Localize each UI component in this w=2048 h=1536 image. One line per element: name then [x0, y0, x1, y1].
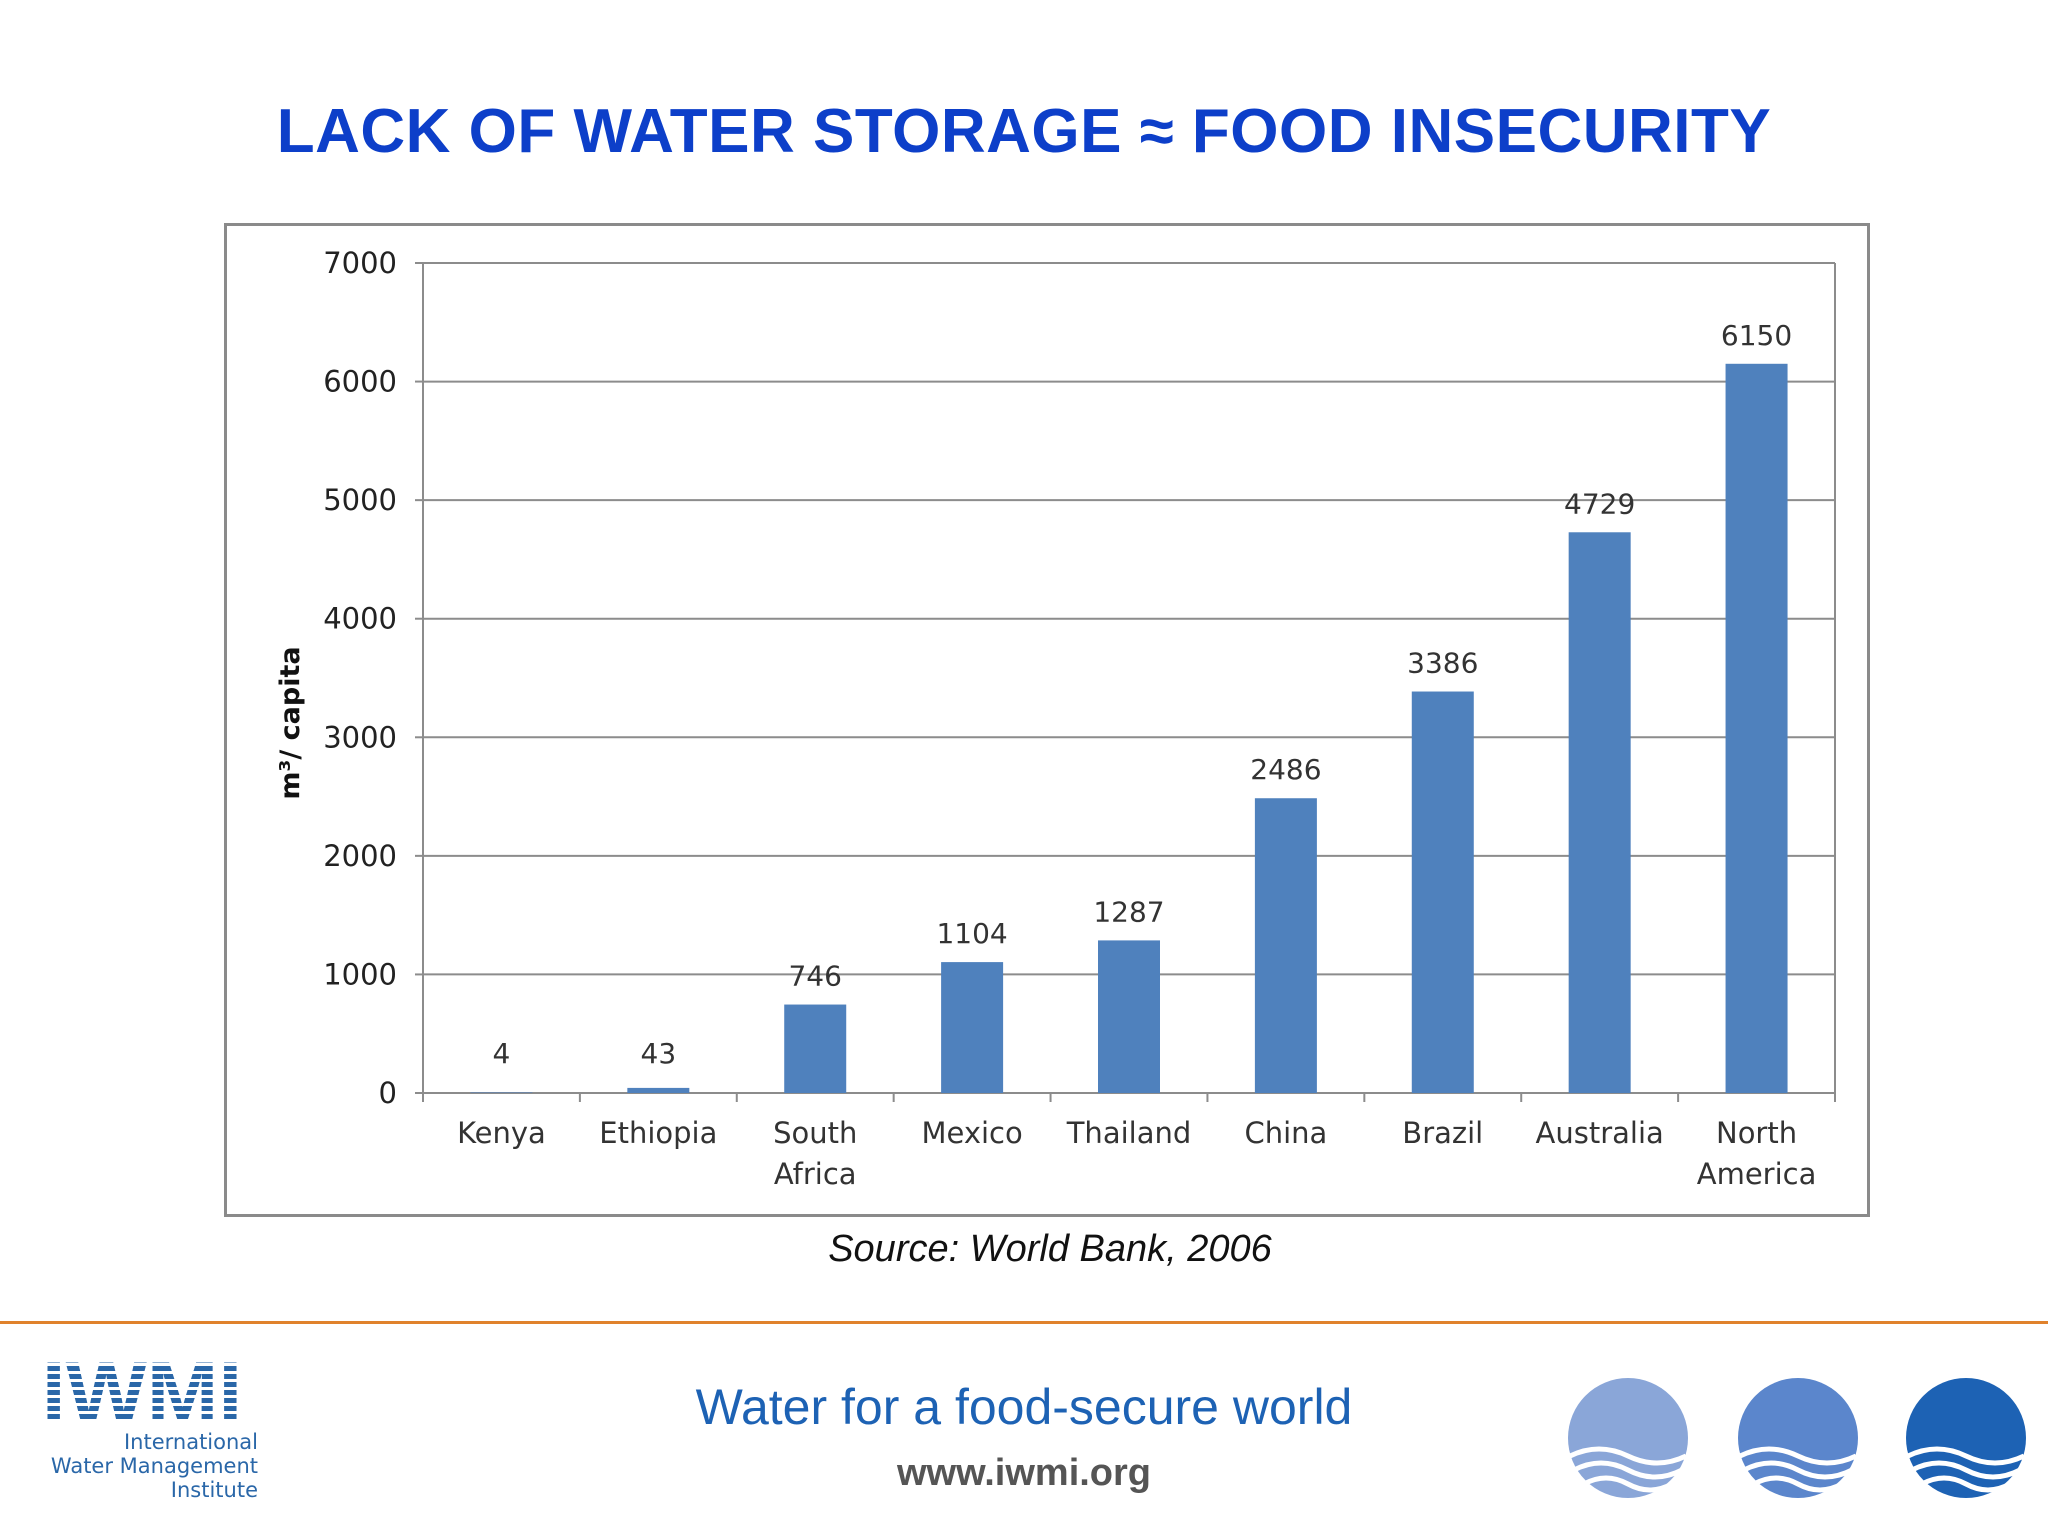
footer-url: www.iwmi.org — [896, 1452, 1152, 1494]
bar — [470, 1092, 533, 1094]
footer-tagline: Water for a food-secure world — [695, 1379, 1353, 1435]
data-label: 2486 — [1250, 753, 1321, 786]
bar-chart: 0 1000 2000 3000 4000 5000 6000 7000 m³/ capita 4… — [275, 246, 1836, 1191]
footer-divider — [0, 1321, 2048, 1324]
logo-line-1: International — [123, 1430, 258, 1454]
x-category-label: Mexico — [921, 1116, 1022, 1150]
bar — [784, 1004, 847, 1093]
slide-title: LACK OF WATER STORAGE ≈ FOOD INSECURITY — [276, 97, 1772, 166]
source-caption: Source: World Bank, 2006 — [828, 1228, 1272, 1270]
iwmi-logo: IWMI International Water Management Inst… — [26, 1345, 258, 1520]
x-category-label: Australia — [1536, 1116, 1664, 1150]
x-category-label: America — [1697, 1157, 1817, 1191]
y-tick-label: 4000 — [323, 602, 397, 636]
bar — [1254, 798, 1317, 1093]
x-category-label: Brazil — [1402, 1116, 1483, 1150]
iwmi-logo-mark: IWMI — [42, 1345, 243, 1441]
iwmi-logo-letters: IWMI — [42, 1350, 243, 1430]
y-tick-label: 1000 — [323, 957, 397, 991]
logo-line-2: Water Management — [50, 1454, 258, 1478]
x-category-label: Ethiopia — [599, 1116, 717, 1150]
data-label: 1287 — [1093, 895, 1164, 928]
data-label: 43 — [641, 1037, 677, 1070]
bar — [941, 962, 1004, 1093]
bar — [1725, 363, 1788, 1093]
bar — [1098, 940, 1160, 1093]
data-label: 4 — [493, 1037, 511, 1070]
chart-frame: 0 1000 2000 3000 4000 5000 6000 7000 m³/ capita 4… — [224, 223, 1870, 1217]
bar — [1568, 532, 1631, 1093]
bar — [1411, 691, 1474, 1093]
y-axis-label: m³/ capita — [275, 646, 306, 799]
x-category-label: China — [1244, 1116, 1327, 1150]
y-tick-label: 7000 — [323, 246, 397, 280]
x-category-label: Thailand — [1066, 1116, 1192, 1150]
x-category-label: Africa — [774, 1157, 857, 1191]
y-tick-label: 0 — [379, 1076, 397, 1110]
data-label: 3386 — [1407, 647, 1478, 680]
x-category-label: Kenya — [457, 1116, 546, 1150]
y-tick-label: 2000 — [323, 839, 397, 873]
y-tick-label: 6000 — [323, 365, 397, 399]
x-category-label: South — [773, 1116, 857, 1150]
data-label: 1104 — [936, 917, 1007, 950]
x-category-label: North — [1716, 1116, 1797, 1150]
y-tick-label: 5000 — [323, 483, 397, 517]
data-label: 746 — [788, 960, 841, 993]
data-label: 6150 — [1721, 319, 1792, 352]
y-tick-label: 3000 — [323, 720, 397, 754]
bar — [627, 1087, 690, 1093]
data-label: 4729 — [1564, 487, 1635, 520]
logo-line-3: Institute — [170, 1478, 258, 1502]
water-circle-icon — [1568, 1378, 1688, 1498]
water-circle-icon — [1738, 1378, 1858, 1498]
water-circle-icon — [1906, 1378, 2026, 1498]
